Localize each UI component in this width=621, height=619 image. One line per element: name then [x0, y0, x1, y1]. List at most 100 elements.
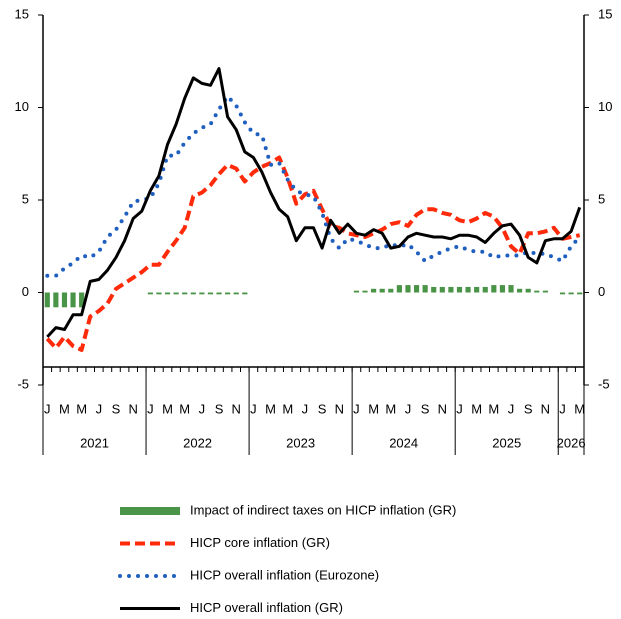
bar: [517, 288, 523, 293]
x-tick-label: M: [488, 401, 499, 416]
x-tick-label: J: [96, 401, 103, 416]
bar: [534, 290, 540, 293]
x-tick-label: M: [179, 401, 190, 416]
bar: [199, 292, 205, 295]
year-label: 2023: [286, 435, 315, 450]
y2-tick-label: 0: [598, 284, 605, 299]
x-tick-label: J: [353, 401, 360, 416]
bar: [542, 290, 548, 293]
x-tick-label: N: [541, 401, 550, 416]
bar: [44, 292, 50, 308]
x-tick-label: J: [302, 401, 309, 416]
x-tick-label: M: [368, 401, 379, 416]
year-label: 2025: [492, 435, 521, 450]
bar: [405, 285, 411, 293]
y2-tick-label: 15: [598, 6, 612, 21]
x-tick-label: J: [250, 401, 257, 416]
bar: [431, 286, 437, 293]
bar: [525, 288, 531, 293]
x-tick-label: S: [318, 401, 327, 416]
bar: [371, 288, 377, 293]
bar: [448, 286, 454, 293]
bar: [422, 285, 428, 293]
x-tick-label: M: [282, 401, 293, 416]
y-tick-label: -5: [17, 376, 29, 391]
x-tick-label: N: [128, 401, 137, 416]
x-tick-label: N: [335, 401, 344, 416]
year-label: 2021: [80, 435, 109, 450]
y2-tick-label: 5: [598, 191, 605, 206]
bar: [207, 292, 214, 295]
y-tick-label: 0: [22, 284, 29, 299]
bar: [182, 292, 188, 295]
bar: [70, 292, 76, 308]
year-label: 2022: [183, 435, 212, 450]
bar: [53, 292, 59, 308]
x-tick-label: M: [265, 401, 276, 416]
bar: [61, 292, 68, 308]
bar: [508, 285, 514, 293]
x-tick-label: S: [112, 401, 121, 416]
bar: [79, 292, 85, 308]
bar: [499, 285, 505, 293]
x-tick-label: N: [232, 401, 241, 416]
x-tick-label: S: [215, 401, 224, 416]
y-tick-label: 15: [15, 6, 29, 21]
legend-label: HICP core inflation (GR): [190, 535, 330, 550]
bar: [225, 292, 231, 295]
year-label: 2024: [389, 435, 418, 450]
bar: [379, 288, 385, 293]
bar: [173, 292, 179, 295]
bar: [190, 292, 196, 295]
legend-label: Impact of indirect taxes on HICP inflati…: [190, 502, 456, 517]
x-tick-label: M: [471, 401, 482, 416]
x-tick-label: M: [385, 401, 396, 416]
x-tick-label: M: [162, 401, 173, 416]
x-tick-label: M: [574, 401, 585, 416]
line: [46, 67, 582, 338]
bar: [439, 286, 445, 293]
legend-swatch: [120, 507, 180, 515]
bar: [577, 292, 583, 295]
bar: [164, 292, 171, 295]
y2-tick-label: 10: [598, 99, 612, 114]
bar: [465, 286, 471, 293]
bar: [233, 292, 239, 295]
year-label: 2026: [557, 435, 586, 450]
bar: [396, 285, 402, 293]
bar: [568, 292, 574, 295]
legend-label: HICP overall inflation (GR): [190, 600, 343, 615]
x-tick-label: J: [559, 401, 566, 416]
x-tick-label: S: [524, 401, 533, 416]
x-tick-label: J: [147, 401, 154, 416]
bar: [482, 286, 488, 293]
bar: [147, 292, 153, 295]
line: [45, 155, 581, 352]
x-tick-label: J: [405, 401, 412, 416]
y-tick-label: 10: [15, 99, 29, 114]
x-tick-label: N: [438, 401, 447, 416]
legend-label: HICP overall inflation (Eurozone): [190, 567, 379, 582]
bar: [362, 290, 368, 293]
x-tick-label: M: [59, 401, 70, 416]
line: [45, 94, 582, 278]
bar: [456, 286, 463, 293]
bar: [242, 292, 248, 295]
bar: [559, 292, 566, 295]
bar: [353, 290, 360, 293]
x-tick-label: J: [508, 401, 515, 416]
x-tick-label: J: [199, 401, 206, 416]
bar: [474, 286, 480, 293]
x-tick-label: J: [456, 401, 463, 416]
x-tick-label: S: [421, 401, 430, 416]
bar: [216, 292, 222, 295]
bar: [491, 285, 497, 293]
bar: [388, 288, 394, 293]
x-tick-label: M: [76, 401, 87, 416]
bar: [413, 285, 420, 293]
bar: [156, 292, 162, 295]
y2-tick-label: -5: [598, 376, 610, 391]
y-tick-label: 5: [22, 191, 29, 206]
x-tick-label: J: [44, 401, 51, 416]
